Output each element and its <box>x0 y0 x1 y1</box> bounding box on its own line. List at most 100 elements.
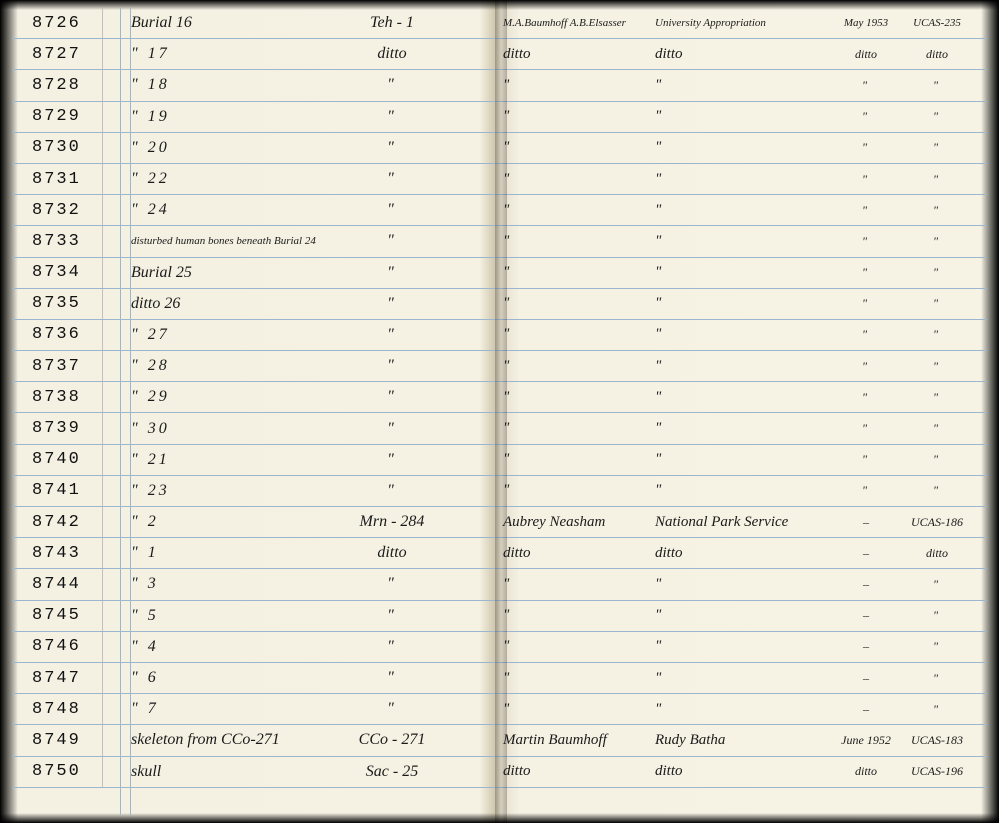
sponsor: " <box>649 295 831 312</box>
collector: " <box>497 264 649 281</box>
ledger-row: 8743" 1ditto <box>12 538 467 569</box>
site: " <box>317 232 467 250</box>
ledger-row: M.A.Baumhoff A.B.ElsasserUniversity Appr… <box>467 8 987 39</box>
date: " <box>831 109 901 124</box>
collector: Aubrey Neasham <box>497 514 649 531</box>
description: ditto 26 <box>103 295 317 313</box>
ledger-row: 8734Burial 25" <box>12 258 467 289</box>
record-id: 8735 <box>32 289 103 319</box>
site: ditto <box>317 544 467 562</box>
sponsor: Rudy Batha <box>649 732 831 749</box>
date: " <box>831 421 901 436</box>
sponsor: " <box>649 171 831 188</box>
record-id: 8750 <box>32 757 103 787</box>
ledger-row: """" <box>467 70 987 101</box>
site: ditto <box>317 45 467 63</box>
ledger-row: ""–" <box>467 569 987 600</box>
sponsor: " <box>649 607 831 624</box>
ledger-row: """" <box>467 476 987 507</box>
ledger-row: dittoditto–ditto <box>467 538 987 569</box>
ledger-row: """" <box>467 413 987 444</box>
sponsor: " <box>649 77 831 94</box>
ref: " <box>901 390 973 405</box>
ledger-row: """" <box>467 102 987 133</box>
site: " <box>317 264 467 282</box>
site: Teh - 1 <box>317 14 467 32</box>
ref: " <box>901 639 973 654</box>
ledger-row: Aubrey NeashamNational Park Service–UCAS… <box>467 507 987 538</box>
date: – <box>831 577 901 592</box>
site: " <box>317 108 467 126</box>
ledger-row: """" <box>467 351 987 382</box>
collector: Martin Baumhoff <box>497 732 649 749</box>
site: " <box>317 76 467 94</box>
ledger-row: """" <box>467 133 987 164</box>
ledger-row: """" <box>467 226 987 257</box>
date: " <box>831 452 901 467</box>
site: Mrn - 284 <box>317 513 467 531</box>
description: " 28 <box>103 357 317 375</box>
ledger-row: 8738" 29" <box>12 382 467 413</box>
collector: " <box>497 420 649 437</box>
ledger-row: 8729" 19" <box>12 102 467 133</box>
ledger-row: dittodittodittoUCAS-196 <box>467 757 987 788</box>
description: " 29 <box>103 388 317 406</box>
ref: " <box>901 483 973 498</box>
date: – <box>831 515 901 530</box>
sponsor: " <box>649 202 831 219</box>
ref: ditto <box>901 47 973 62</box>
ledger-row: 8739" 30" <box>12 413 467 444</box>
ledger-row: """" <box>467 382 987 413</box>
description: skeleton from CCo-271 <box>103 731 317 749</box>
ledger-row: 8737" 28" <box>12 351 467 382</box>
ledger-row: 8733disturbed human bones beneath Burial… <box>12 226 467 257</box>
sponsor: " <box>649 451 831 468</box>
sponsor: ditto <box>649 46 831 63</box>
date: – <box>831 639 901 654</box>
ledger-row: ""–" <box>467 694 987 725</box>
ref: " <box>901 109 973 124</box>
ledger-row: """" <box>467 445 987 476</box>
sponsor: " <box>649 233 831 250</box>
ledger-book: 8726Burial 16Teh - 18727" 17ditto8728" 1… <box>0 0 999 823</box>
collector: ditto <box>497 46 649 63</box>
sponsor: " <box>649 264 831 281</box>
description: " 1 <box>103 544 317 562</box>
record-id: 8741 <box>32 476 103 506</box>
collector: " <box>497 295 649 312</box>
ref: " <box>901 78 973 93</box>
sponsor: National Park Service <box>649 514 831 531</box>
date: May 1953 <box>831 17 901 29</box>
collector: " <box>497 108 649 125</box>
date: June 1952 <box>831 733 901 748</box>
ref: UCAS-196 <box>901 764 973 779</box>
record-id: 8729 <box>32 102 103 132</box>
record-id: 8742 <box>32 507 103 537</box>
collector: " <box>497 670 649 687</box>
record-id: 8732 <box>32 195 103 225</box>
record-id: 8744 <box>32 569 103 599</box>
record-id: 8734 <box>32 258 103 288</box>
ref: ditto <box>901 546 973 561</box>
site: " <box>317 482 467 500</box>
date: – <box>831 608 901 623</box>
ledger-row: """" <box>467 195 987 226</box>
sponsor: " <box>649 139 831 156</box>
collector: " <box>497 638 649 655</box>
date: " <box>831 203 901 218</box>
sponsor: " <box>649 389 831 406</box>
collector: " <box>497 77 649 94</box>
description: disturbed human bones beneath Burial 24 <box>103 235 317 247</box>
ledger-row: 8735ditto 26" <box>12 289 467 320</box>
sponsor: " <box>649 326 831 343</box>
ledger-row: Martin BaumhoffRudy BathaJune 1952UCAS-1… <box>467 725 987 756</box>
ref: " <box>901 140 973 155</box>
date: " <box>831 140 901 155</box>
collector: " <box>497 701 649 718</box>
description: " 20 <box>103 139 317 157</box>
record-id: 8731 <box>32 164 103 194</box>
description: " 6 <box>103 669 317 687</box>
description: skull <box>103 763 317 781</box>
site: " <box>317 607 467 625</box>
site: " <box>317 139 467 157</box>
